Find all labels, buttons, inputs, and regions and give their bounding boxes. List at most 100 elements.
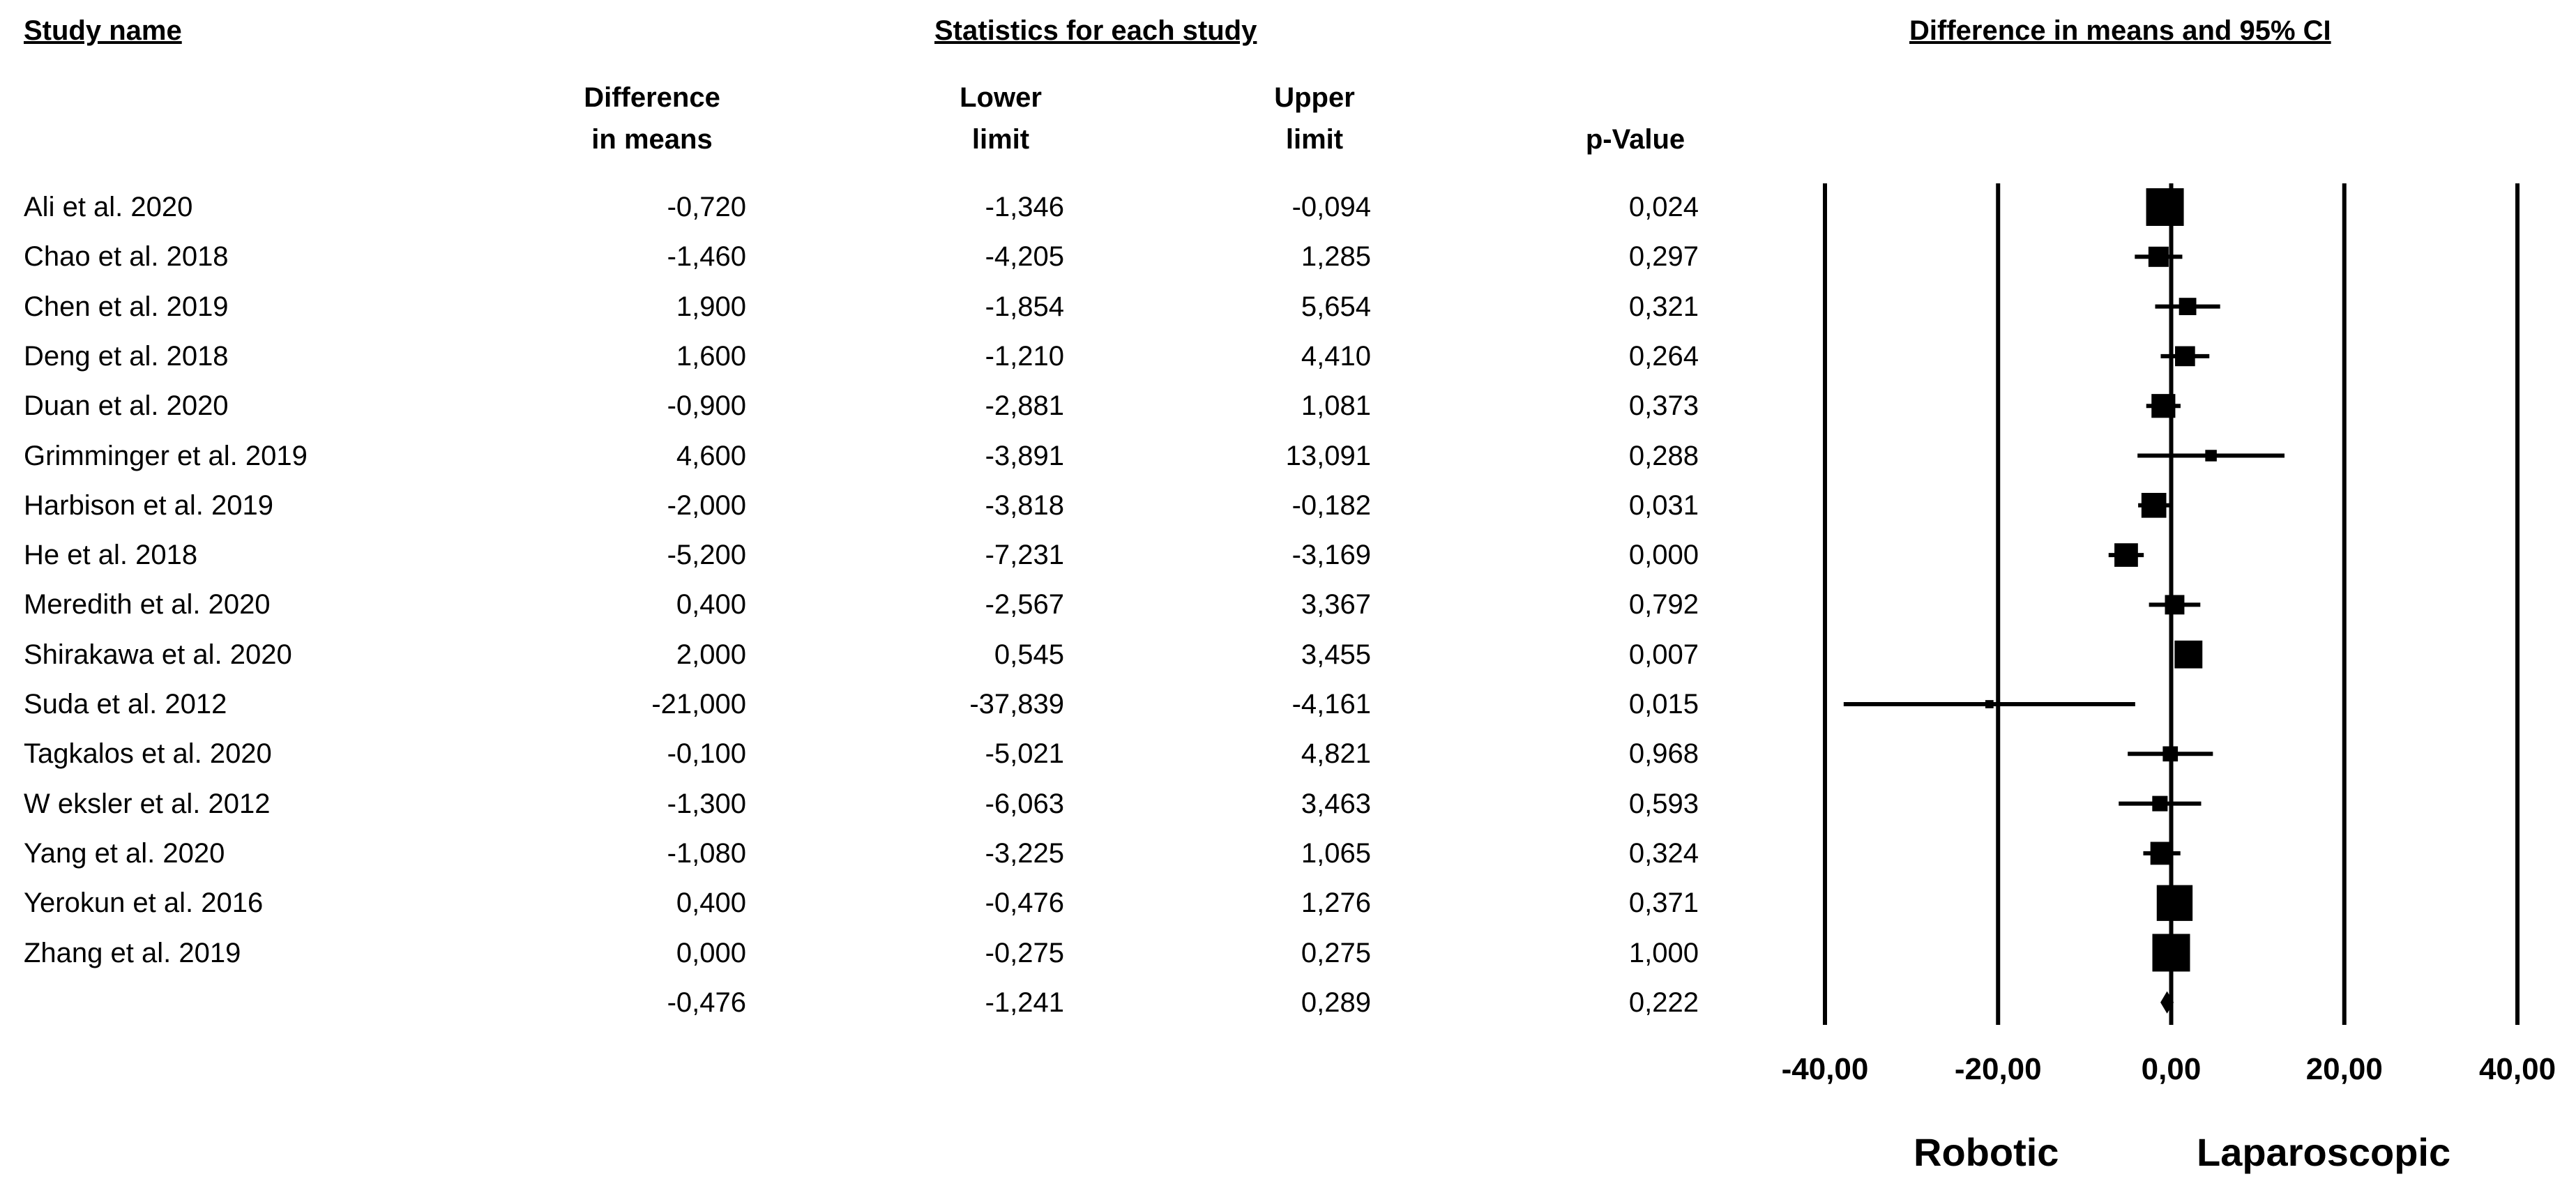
study-name-cell: Shirakawa et al. 2020 xyxy=(24,639,292,670)
lower-header-line2: limit xyxy=(971,124,1030,155)
upper-cell: -3,169 xyxy=(1291,540,1371,571)
pvalue-cell: 0,297 xyxy=(1628,241,1699,273)
upper-cell: 1,285 xyxy=(1301,241,1371,273)
lower-cell: -4,205 xyxy=(985,241,1064,273)
pvalue-cell: 0,264 xyxy=(1628,340,1699,372)
diff-cell: 0,000 xyxy=(676,937,746,968)
lower-cell: -0,476 xyxy=(985,888,1064,919)
pvalue-cell: 0,007 xyxy=(1628,639,1699,670)
study-name-cell: Harbison et al. 2019 xyxy=(24,489,274,521)
diff-cell: -1,300 xyxy=(667,788,746,819)
lower-cell: -1,346 xyxy=(985,192,1064,222)
lower-cell: -5,021 xyxy=(985,738,1064,770)
lower-cell: -3,891 xyxy=(985,440,1064,471)
diff-header-line2: in means xyxy=(591,124,713,155)
study-point xyxy=(2148,246,2169,267)
study-name-cell: He et al. 2018 xyxy=(24,540,198,571)
pvalue-cell: 0,373 xyxy=(1628,390,1699,422)
upper-cell: 4,410 xyxy=(1301,340,1371,372)
x-tick-label: -20,00 xyxy=(1955,1052,2042,1086)
statistics-header: Statistics for each study xyxy=(934,15,1257,46)
x-tick-label: 20,00 xyxy=(2306,1052,2383,1086)
lower-cell: -1,241 xyxy=(985,987,1064,1018)
study-name-cell: Chen et al. 2019 xyxy=(24,291,229,322)
pvalue-cell: 0,593 xyxy=(1628,788,1699,819)
diff-cell: 2,000 xyxy=(676,639,746,670)
pvalue-cell: 0,371 xyxy=(1628,888,1699,919)
pvalue-column-header: p-Value xyxy=(1585,124,1685,155)
lower-column-header: Lower limit xyxy=(914,77,1088,160)
upper-cell: -0,182 xyxy=(1291,489,1371,521)
pvalue-cell: 0,024 xyxy=(1628,192,1699,222)
upper-cell: 5,654 xyxy=(1301,291,1371,322)
upper-cell: 1,081 xyxy=(1301,390,1371,422)
study-point xyxy=(2146,188,2184,226)
study-point xyxy=(2114,543,2138,567)
diff-cell: -1,460 xyxy=(667,241,746,273)
study-point xyxy=(1985,700,1994,708)
favors-robotic-label: Robotic xyxy=(1914,1130,2059,1174)
pvalue-cell: 0,324 xyxy=(1628,837,1699,869)
study-name-header: Study name xyxy=(24,15,182,46)
diff-cell: 1,900 xyxy=(676,291,746,322)
upper-cell: 1,065 xyxy=(1301,837,1371,869)
diff-cell: -0,100 xyxy=(667,738,746,770)
study-name-cell: Tagkalos et al. 2020 xyxy=(24,738,272,770)
upper-cell: 0,275 xyxy=(1301,937,1371,968)
pvalue-cell: 0,321 xyxy=(1628,291,1699,322)
lower-cell: -2,881 xyxy=(985,390,1064,422)
study-point xyxy=(2162,746,2179,762)
study-point xyxy=(2174,640,2203,669)
upper-cell: 3,463 xyxy=(1301,788,1371,819)
upper-cell: 4,821 xyxy=(1301,738,1371,770)
lower-cell: -6,063 xyxy=(985,788,1064,819)
pvalue-cell: 0,000 xyxy=(1628,540,1699,571)
upper-cell: 3,367 xyxy=(1301,589,1371,621)
favors-laparoscopic-label: Laparoscopic xyxy=(2197,1130,2451,1174)
lower-cell: -37,839 xyxy=(969,689,1064,720)
lower-cell: -1,210 xyxy=(985,340,1064,372)
pvalue-cell: 0,015 xyxy=(1628,689,1699,720)
diff-cell: -2,000 xyxy=(667,489,746,521)
pvalue-cell: 1,000 xyxy=(1628,937,1699,968)
pvalue-cell: 0,222 xyxy=(1628,987,1699,1018)
pvalue-cell: 0,288 xyxy=(1628,440,1699,471)
upper-cell: 1,276 xyxy=(1301,888,1371,919)
diff-column-header: Difference in means xyxy=(558,77,746,160)
x-tick-label: 40,00 xyxy=(2479,1052,2556,1086)
lower-cell: -3,225 xyxy=(985,837,1064,869)
study-name-cell: Yerokun et al. 2016 xyxy=(24,888,264,919)
diff-cell: 1,600 xyxy=(676,340,746,372)
study-point xyxy=(2152,934,2190,972)
study-point xyxy=(2150,842,2174,865)
upper-header-line2: limit xyxy=(1285,124,1344,155)
diff-cell: 0,400 xyxy=(676,589,746,621)
upper-column-header: Upper limit xyxy=(1227,77,1402,160)
pvalue-cell: 0,968 xyxy=(1628,738,1699,770)
pvalue-cell: 0,792 xyxy=(1628,589,1699,621)
upper-cell: 13,091 xyxy=(1285,440,1371,471)
forest-header: Difference in means and 95% CI xyxy=(1909,15,2331,46)
diff-cell: -0,720 xyxy=(667,192,746,222)
study-point xyxy=(2152,796,2168,812)
study-point xyxy=(2151,394,2176,418)
upper-cell: -0,094 xyxy=(1291,192,1371,222)
lower-cell: 0,545 xyxy=(994,639,1064,670)
lower-cell: -3,818 xyxy=(985,489,1064,521)
lower-cell: -0,275 xyxy=(985,937,1064,968)
lower-header-line1: Lower xyxy=(960,82,1042,113)
upper-cell: -4,161 xyxy=(1291,689,1371,720)
diff-cell: -0,900 xyxy=(667,390,746,422)
study-point xyxy=(2175,346,2195,367)
study-point xyxy=(2205,450,2217,462)
study-point xyxy=(2141,492,2167,518)
diff-cell: -5,200 xyxy=(667,540,746,571)
study-name-cell: W eksler et al. 2012 xyxy=(24,788,271,819)
upper-cell: 0,289 xyxy=(1301,987,1371,1018)
study-name-cell: Chao et al. 2018 xyxy=(24,241,229,273)
diff-header-line1: Difference xyxy=(584,82,720,113)
x-tick-label: -40,00 xyxy=(1782,1052,1869,1086)
study-name-cell: Suda et al. 2012 xyxy=(24,689,227,720)
x-tick-label: 0,00 xyxy=(2142,1052,2202,1086)
